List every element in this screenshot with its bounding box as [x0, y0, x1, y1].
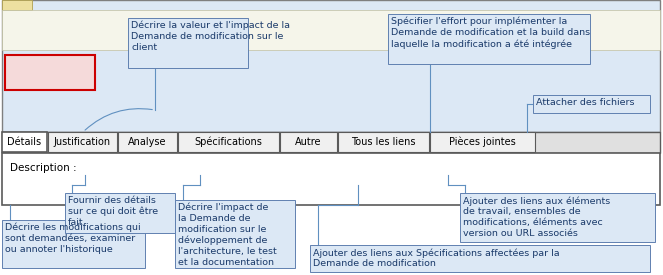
Text: Décrire la valeur et l'impact de la
Demande de modification sur le
client: Décrire la valeur et l'impact de la Dema…: [131, 21, 290, 52]
Bar: [178, 132, 279, 152]
Bar: [2, 132, 47, 152]
Text: Spécifier l'effort pour implémenter la
Demande de modification et la build dans
: Spécifier l'effort pour implémenter la D…: [391, 17, 590, 49]
Text: Ajouter des liens aux Spécifications affectées par la
Demande de modification: Ajouter des liens aux Spécifications aff…: [313, 248, 560, 268]
Text: Détails: Détails: [7, 137, 42, 147]
Bar: [48, 132, 117, 152]
Bar: [65, 193, 175, 233]
Bar: [310, 245, 650, 272]
Text: Pièces jointes: Pièces jointes: [449, 137, 516, 147]
Bar: [175, 200, 295, 268]
Text: Fournir des détails
sur ce qui doit être
fait: Fournir des détails sur ce qui doit être…: [68, 196, 158, 227]
Text: Attacher des fichiers: Attacher des fichiers: [536, 98, 634, 107]
Bar: [460, 193, 655, 242]
Bar: [2, 153, 660, 205]
Text: Justification: Justification: [54, 137, 111, 147]
Text: Tous les liens: Tous les liens: [351, 137, 416, 147]
Bar: [2, 0, 32, 10]
Text: Analyse: Analyse: [128, 137, 167, 147]
Text: Spécifications: Spécifications: [194, 137, 263, 147]
Bar: [533, 95, 650, 113]
Bar: [338, 132, 429, 152]
Bar: [2, 132, 660, 153]
Text: Ajouter des liens aux éléments
de travail, ensembles de
modifications, éléments : Ajouter des liens aux éléments de travai…: [463, 196, 610, 238]
Text: Autre: Autre: [295, 137, 322, 147]
Bar: [388, 14, 590, 64]
Bar: [280, 132, 337, 152]
Bar: [2, 10, 660, 50]
Bar: [128, 18, 248, 68]
Text: Décrire les modifications qui
sont demandées, examiner
ou annoter l'historique: Décrire les modifications qui sont deman…: [5, 223, 141, 254]
Bar: [2, 0, 660, 132]
Bar: [430, 132, 535, 152]
Text: Décrire l'impact de
la Demande de
modification sur le
développement de
l'archite: Décrire l'impact de la Demande de modifi…: [178, 203, 276, 267]
Text: Description :: Description :: [10, 163, 77, 173]
Bar: [5, 55, 95, 90]
Bar: [118, 132, 177, 152]
Bar: [2, 220, 145, 268]
